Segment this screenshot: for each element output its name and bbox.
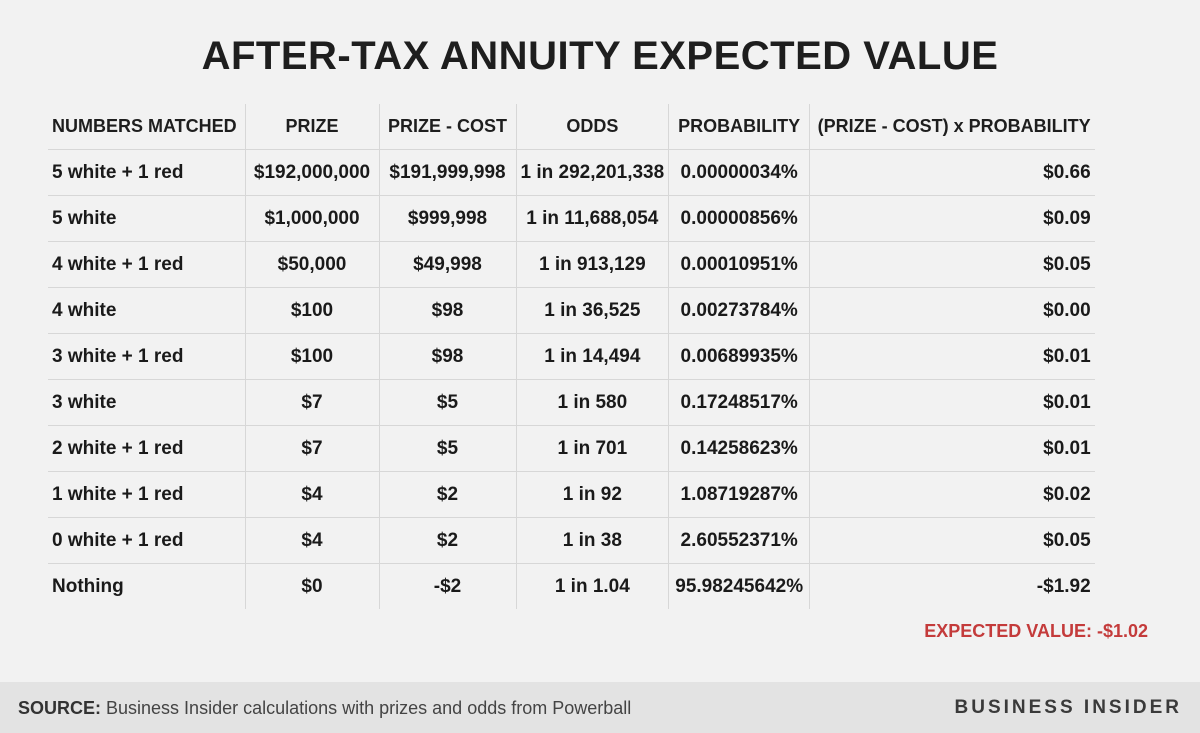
table-cell: 0.14258623%	[668, 425, 811, 472]
table-cell: $192,000,000	[245, 149, 380, 196]
table-cell: 95.98245642%	[668, 563, 811, 609]
table-cell: Nothing	[48, 563, 246, 609]
table-cell: $0.01	[809, 379, 1095, 426]
table-cell: -$2	[379, 563, 517, 609]
table-cell: 1 in 36,525	[516, 287, 670, 334]
table-row: 5 white $1,000,000 $999,998 1 in 11,688,054…	[48, 195, 1095, 242]
expected-value-total: EXPECTED VALUE: -$1.02	[924, 621, 1148, 641]
chart-title: AFTER-TAX ANNUITY EXPECTED VALUE	[201, 34, 999, 78]
table-cell: 1.08719287%	[668, 471, 811, 518]
table-cell: 0.00010951%	[668, 241, 811, 288]
table-cell: $0.09	[809, 195, 1095, 242]
table-cell: 0 white + 1 red	[48, 517, 246, 564]
footer-bar: SOURCE: Business Insider calculations wi…	[0, 682, 1200, 733]
table-cell: 3 white + 1 red	[48, 333, 246, 380]
table-row: 3 white + 1 red $100 $98 1 in 14,494 0.00689…	[48, 333, 1095, 380]
column-header: PRIZE - COST	[379, 104, 517, 150]
table-cell: $0.01	[809, 333, 1095, 380]
column-header: NUMBERS MATCHED	[48, 104, 246, 150]
table-row: 1 white + 1 red $4 $2 1 in 92 1.08719287% $0.…	[48, 471, 1095, 518]
table-cell: 4 white	[48, 287, 246, 334]
table-cell: 3 white	[48, 379, 246, 426]
table-cell: 1 white + 1 red	[48, 471, 246, 518]
table-cell: $100	[245, 333, 380, 380]
table-cell: 1 in 292,201,338	[516, 149, 670, 196]
table-cell: 5 white	[48, 195, 246, 242]
table-cell: 2 white + 1 red	[48, 425, 246, 472]
table-cell: $50,000	[245, 241, 380, 288]
column-header: (PRIZE - COST) x PROBABILITY	[809, 104, 1095, 150]
table-cell: $0.01	[809, 425, 1095, 472]
table-row: 4 white + 1 red $50,000 $49,998 1 in 913,12…	[48, 241, 1095, 288]
table-cell: $2	[379, 471, 517, 518]
column-header: PRIZE	[245, 104, 380, 150]
table-cell: $0.05	[809, 517, 1095, 564]
table-cell: $999,998	[379, 195, 517, 242]
table-cell: 1 in 38	[516, 517, 670, 564]
table-cell: $4	[245, 471, 380, 518]
source-note: SOURCE: Business Insider calculations wi…	[18, 698, 631, 719]
table-cell: 1 in 14,494	[516, 333, 670, 380]
table-cell: 1 in 92	[516, 471, 670, 518]
table-cell: $0.66	[809, 149, 1095, 196]
table-row: 0 white + 1 red $4 $2 1 in 38 2.60552371% $0.…	[48, 517, 1095, 564]
column-header: PROBABILITY	[668, 104, 811, 150]
table-cell: -$1.92	[1036, 575, 1091, 597]
table-cell: 1 in 11,688,054	[516, 195, 670, 242]
table-row: 3 white $7 $5 1 in 580 0.17248517% $0.01	[48, 379, 1095, 426]
table-cell: 0.00000856%	[668, 195, 811, 242]
table-cell: $7	[245, 379, 380, 426]
table-row: 2 white + 1 red $7 $5 1 in 701 0.14258623% $0…	[48, 425, 1095, 472]
table-cell: $0.00	[809, 287, 1095, 334]
table-cell: 0.00273784%	[668, 287, 811, 334]
table-cell: $98	[379, 333, 517, 380]
table-cell: $191,999,998	[379, 149, 517, 196]
expected-value-table: NUMBERS MATCHED PRIZE PRIZE - COST ODDS …	[48, 104, 1095, 609]
table-cell: $0	[245, 563, 380, 609]
table-header-row: NUMBERS MATCHED PRIZE PRIZE - COST ODDS …	[48, 104, 1095, 150]
table-row: 4 white $100 $98 1 in 36,525 0.00273784% $0.0…	[48, 287, 1095, 334]
table-body: 5 white + 1 red $192,000,000 $191,999,998 1…	[48, 149, 1095, 609]
table-cell: $100	[245, 287, 380, 334]
table-row: 5 white + 1 red $192,000,000 $191,999,998 1…	[48, 149, 1095, 196]
table-cell: 2.60552371%	[668, 517, 811, 564]
table-cell: 1 in 701	[516, 425, 670, 472]
table-cell: $1,000,000	[245, 195, 380, 242]
table-cell: 0.17248517%	[668, 379, 811, 426]
table-cell: $2	[379, 517, 517, 564]
source-text: Business Insider calculations with prize…	[101, 698, 632, 718]
table-cell: 4 white + 1 red	[48, 241, 246, 288]
table-cell: 1 in 913,129	[516, 241, 670, 288]
column-header: ODDS	[516, 104, 670, 150]
table-cell: $49,998	[379, 241, 517, 288]
table-cell: $5	[379, 425, 517, 472]
table-cell: $0.05	[809, 241, 1095, 288]
table-cell: 1 in 580	[516, 379, 670, 426]
table-cell: 0.00000034%	[668, 149, 811, 196]
table-cell: 0.00689935%	[668, 333, 811, 380]
table-cell: 5 white + 1 red	[48, 149, 246, 196]
table-cell: $7	[245, 425, 380, 472]
source-label: SOURCE:	[18, 698, 102, 718]
table-cell: 1 in 1.04	[516, 563, 670, 609]
brand-logo-text: BUSINESS INSIDER	[954, 697, 1182, 718]
table-cell: $4	[245, 517, 380, 564]
table-cell: $5	[379, 379, 517, 426]
table-cell: $0.02	[809, 471, 1095, 518]
table-row: Nothing $0 -$2 1 in 1.04 95.98245642% -$1.92	[48, 563, 1095, 609]
table-cell: $98	[379, 287, 517, 334]
